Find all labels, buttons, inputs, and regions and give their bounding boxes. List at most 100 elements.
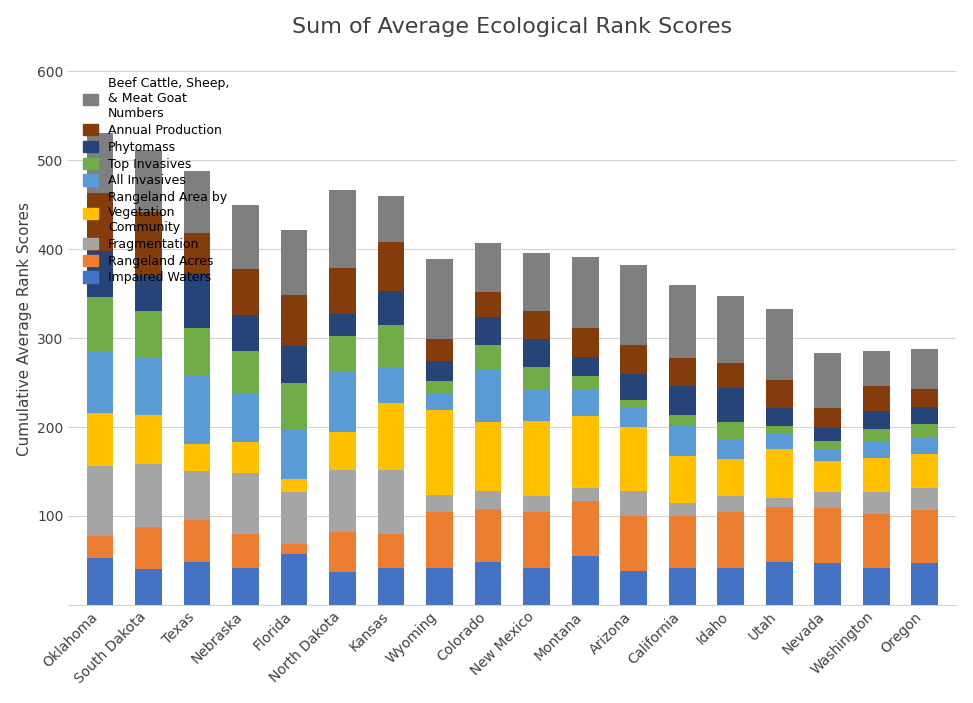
Bar <box>863 492 889 514</box>
Bar <box>523 496 550 512</box>
Bar <box>523 368 550 389</box>
Bar <box>233 205 259 269</box>
Bar <box>426 394 453 410</box>
Bar <box>329 372 356 432</box>
Bar <box>426 361 453 381</box>
Bar <box>621 374 647 401</box>
Y-axis label: Cumulative Average Rank Scores: Cumulative Average Rank Scores <box>17 202 32 456</box>
Bar <box>475 491 501 509</box>
Bar <box>621 265 647 345</box>
Bar <box>766 433 793 449</box>
Bar <box>87 536 113 557</box>
Bar <box>668 503 696 516</box>
Bar <box>184 562 210 605</box>
Bar <box>233 351 259 393</box>
Bar <box>329 532 356 572</box>
Bar <box>572 416 598 487</box>
Bar <box>87 297 113 352</box>
Bar <box>912 438 938 453</box>
Bar <box>572 389 598 416</box>
Bar <box>475 317 501 345</box>
Bar <box>912 563 938 605</box>
Bar <box>184 470 210 520</box>
Bar <box>184 171 210 233</box>
Bar <box>135 150 162 212</box>
Bar <box>814 508 841 563</box>
Bar <box>281 479 307 492</box>
Bar <box>766 498 793 507</box>
Bar <box>814 492 841 508</box>
Legend: Beef Cattle, Sheep,
& Meat Goat
Numbers, Annual Production, Phytomass, Top Invas: Beef Cattle, Sheep, & Meat Goat Numbers,… <box>79 74 233 288</box>
Bar <box>426 381 453 394</box>
Bar <box>572 257 598 328</box>
Bar <box>814 441 841 450</box>
Bar <box>814 450 841 461</box>
Bar <box>572 487 598 501</box>
Bar <box>281 430 307 479</box>
Bar <box>233 442 259 473</box>
Bar <box>717 512 744 567</box>
Bar <box>717 422 744 439</box>
Bar <box>281 554 307 605</box>
Bar <box>135 415 162 465</box>
Bar <box>135 465 162 527</box>
Bar <box>329 572 356 605</box>
Title: Sum of Average Ecological Rank Scores: Sum of Average Ecological Rank Scores <box>292 17 733 37</box>
Bar <box>475 345 501 370</box>
Bar <box>717 459 744 496</box>
Bar <box>814 428 841 441</box>
Bar <box>912 425 938 438</box>
Bar <box>378 325 405 368</box>
Bar <box>912 349 938 389</box>
Bar <box>766 449 793 498</box>
Bar <box>329 432 356 470</box>
Bar <box>912 487 938 510</box>
Bar <box>426 410 453 495</box>
Bar <box>766 426 793 433</box>
Bar <box>378 403 405 470</box>
Bar <box>184 375 210 444</box>
Bar <box>668 358 696 386</box>
Bar <box>766 380 793 408</box>
Bar <box>523 421 550 496</box>
Bar <box>378 534 405 567</box>
Bar <box>572 501 598 556</box>
Bar <box>184 273 210 328</box>
Bar <box>475 562 501 605</box>
Bar <box>426 495 453 512</box>
Bar <box>87 466 113 536</box>
Bar <box>378 291 405 325</box>
Bar <box>912 406 938 425</box>
Bar <box>184 444 210 470</box>
Bar <box>87 193 113 251</box>
Bar <box>863 458 889 492</box>
Bar <box>863 442 889 458</box>
Bar <box>814 408 841 428</box>
Bar <box>717 567 744 605</box>
Bar <box>668 285 696 358</box>
Bar <box>523 389 550 421</box>
Bar <box>863 386 889 411</box>
Bar <box>766 408 793 426</box>
Bar <box>621 401 647 408</box>
Bar <box>621 345 647 374</box>
Bar <box>184 520 210 562</box>
Bar <box>572 357 598 376</box>
Bar <box>523 311 550 339</box>
Bar <box>668 415 696 425</box>
Bar <box>863 429 889 442</box>
Bar <box>329 190 356 268</box>
Bar <box>912 389 938 406</box>
Bar <box>184 328 210 375</box>
Bar <box>87 251 113 297</box>
Bar <box>668 386 696 415</box>
Bar <box>281 295 307 346</box>
Bar <box>863 567 889 605</box>
Bar <box>184 233 210 273</box>
Bar <box>621 491 647 516</box>
Bar <box>87 413 113 466</box>
Bar <box>621 427 647 491</box>
Bar <box>814 353 841 408</box>
Bar <box>475 370 501 422</box>
Bar <box>378 196 405 242</box>
